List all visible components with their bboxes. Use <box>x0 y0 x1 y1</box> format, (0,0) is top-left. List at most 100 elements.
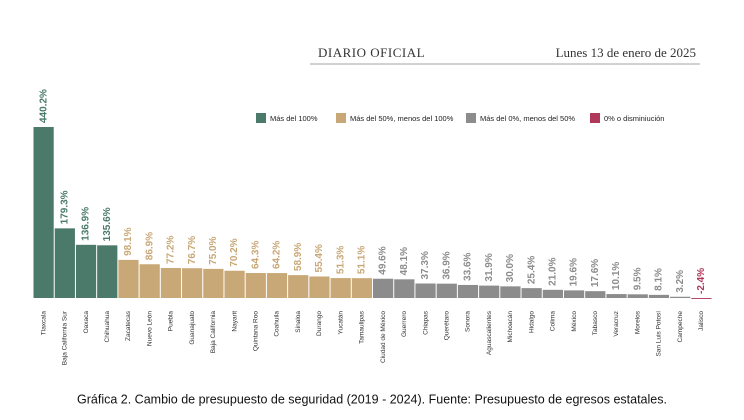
value-label: 135.6% <box>102 207 113 241</box>
legend-label: Más del 100% <box>270 114 318 123</box>
value-label: 19.6% <box>569 258 580 286</box>
category-label: Nayarit <box>231 311 238 332</box>
bar <box>182 268 203 298</box>
category-label: Tabasco <box>592 311 599 336</box>
category-label: Oaxaca <box>83 311 90 334</box>
category-label: Hidalgo <box>528 311 535 333</box>
legend-label: 0% o disminiución <box>604 114 664 123</box>
value-label: 58.9% <box>293 243 304 271</box>
category-label: Campeche <box>677 311 684 343</box>
value-label: 48.1% <box>399 247 410 275</box>
legend-label: Más del 50%, menos del 100% <box>350 114 454 123</box>
category-label: Colima <box>550 311 557 332</box>
value-label: 9.5% <box>632 267 643 290</box>
category-label: Sonora <box>465 311 472 332</box>
value-label: 136.9% <box>81 207 92 241</box>
value-label: 76.7% <box>187 236 198 264</box>
value-label: 77.2% <box>166 236 177 264</box>
caption: Gráfica 2. Cambio de presupuesto de segu… <box>77 392 667 406</box>
bar <box>670 296 691 298</box>
value-label: 64.2% <box>272 241 283 269</box>
value-label: 75.0% <box>208 236 219 264</box>
category-label: México <box>571 311 578 332</box>
category-label: Querétaro <box>443 311 450 341</box>
value-label: 25.4% <box>526 256 537 284</box>
category-label: San Luis Potosí <box>656 311 663 357</box>
bar <box>118 259 139 298</box>
bar <box>245 273 266 298</box>
value-label: 179.3% <box>59 190 70 224</box>
bar <box>479 285 500 298</box>
value-label: 33.6% <box>463 252 474 280</box>
value-label: 440.2% <box>38 89 49 123</box>
bar <box>97 245 118 298</box>
bar <box>351 278 372 298</box>
bar <box>33 127 54 298</box>
bar <box>436 283 457 298</box>
category-label: Chihuahua <box>104 311 111 343</box>
bar <box>54 228 75 298</box>
value-label: 21.0% <box>548 257 559 285</box>
value-label: 51.3% <box>335 246 346 274</box>
bar <box>563 290 585 298</box>
value-label: 10.1% <box>611 262 622 290</box>
bar <box>500 286 521 298</box>
bar <box>139 264 160 298</box>
category-label: Guanajuato <box>189 311 196 345</box>
bar <box>606 294 627 298</box>
legend-swatch <box>590 113 600 123</box>
bar <box>309 276 330 298</box>
header-left: DIARIO OFICIAL <box>318 45 425 60</box>
bar <box>691 298 712 299</box>
bar <box>266 273 288 298</box>
bar <box>394 279 415 298</box>
bar <box>415 283 436 298</box>
value-label: 3.2% <box>675 270 686 293</box>
category-label: Zacatecas <box>125 310 132 341</box>
legend-label: Más del 0%, menos del 50% <box>480 114 575 123</box>
value-label: 49.6% <box>378 246 389 274</box>
value-label: 36.9% <box>441 251 452 279</box>
value-label: 8.1% <box>654 268 665 291</box>
bar <box>288 275 309 298</box>
legend-swatch <box>256 113 266 123</box>
value-label: 64.3% <box>250 241 261 269</box>
value-label: 98.1% <box>123 227 134 255</box>
category-label: Sinaloa <box>295 311 302 333</box>
bar <box>224 270 245 298</box>
value-label: 17.6% <box>590 259 601 287</box>
bar <box>542 289 563 298</box>
value-label: 51.1% <box>357 246 368 274</box>
bar <box>203 268 224 298</box>
bar <box>648 294 670 298</box>
value-label: 31.9% <box>484 253 495 281</box>
bar <box>330 278 351 298</box>
value-label: -2.4% <box>696 268 707 294</box>
category-label: Veracruz <box>613 311 620 337</box>
category-label: Puebla <box>168 311 175 332</box>
legend-swatch <box>336 113 346 123</box>
bar <box>160 268 182 298</box>
category-label: Yucatán <box>337 311 344 335</box>
category-label: Jalisco <box>698 311 705 331</box>
category-label: Tamaulipas <box>359 310 366 344</box>
bar <box>457 284 479 298</box>
category-label: Nuevo León <box>146 311 153 346</box>
category-label: Guerrero <box>401 311 408 337</box>
category-label: Baja California Sur <box>62 310 69 365</box>
value-label: 86.9% <box>144 232 155 260</box>
category-label: Durango <box>316 311 323 336</box>
bar <box>75 244 97 298</box>
category-label: Ciudad de México <box>380 311 387 363</box>
bar <box>521 288 542 298</box>
value-label: 70.2% <box>229 238 240 266</box>
value-label: 55.4% <box>314 244 325 272</box>
category-label: Tlaxcala <box>40 311 47 336</box>
value-label: 30.0% <box>505 254 516 282</box>
category-label: Quintana Roo <box>253 311 260 351</box>
category-label: Coahuila <box>274 311 281 337</box>
bar <box>373 278 394 298</box>
category-label: Aguascalientes <box>486 310 493 355</box>
category-label: Michoacán <box>507 311 514 343</box>
